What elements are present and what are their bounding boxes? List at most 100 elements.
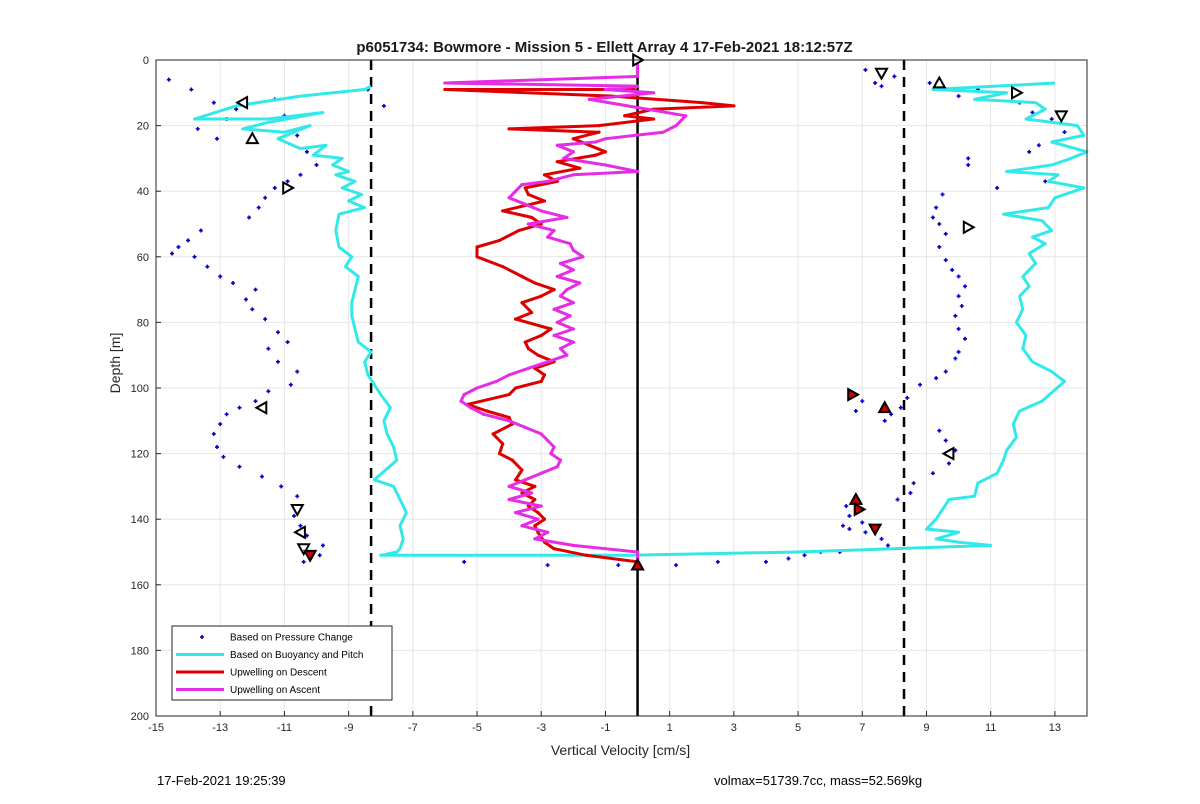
descent-upwelling-point <box>594 153 598 157</box>
pressure-change-point <box>214 445 219 450</box>
pressure-change-point <box>940 192 945 197</box>
legend-box <box>171 625 393 701</box>
pressure-change-point <box>462 559 467 564</box>
pressure-change-point <box>253 399 258 404</box>
descent-upwelling-point <box>533 281 537 285</box>
legend-label: Upwelling on Ascent <box>230 685 320 696</box>
descent-upwelling-point <box>530 310 534 315</box>
x-tick-label: -11 <box>277 722 292 734</box>
triangle-marker <box>302 549 318 563</box>
triangle-marker <box>282 180 296 196</box>
x-tick-label: 11 <box>985 722 996 734</box>
descent-upwelling-point <box>571 137 575 141</box>
ascent-upwelling-point <box>571 327 575 331</box>
pressure-change-point <box>882 418 887 423</box>
triangle-marker <box>630 557 645 571</box>
pressure-change-point <box>295 369 300 374</box>
ascent-upwelling-point <box>552 228 556 233</box>
legend-label: Based on Buoyancy and Pitch <box>230 650 363 661</box>
triangle-markers <box>235 52 1069 571</box>
legend-swatch <box>200 635 204 639</box>
ascent-upwelling-point <box>546 530 550 534</box>
ascent-upwelling-point <box>546 235 550 239</box>
pressure-change-point <box>860 520 865 525</box>
ascent-upwelling-point <box>674 124 678 128</box>
descent-upwelling-point <box>491 432 495 436</box>
pressure-change-point <box>272 185 277 190</box>
pressure-change-point <box>995 185 1000 190</box>
ascent-upwelling-point <box>645 107 649 111</box>
pressure-change-point <box>275 330 280 335</box>
pressure-change-point <box>301 559 306 564</box>
pressure-change-point <box>786 556 791 561</box>
descent-upwelling-point <box>475 255 479 259</box>
pressure-change-point <box>214 136 219 141</box>
y-tick-label: 60 <box>137 252 149 264</box>
y-tick-label: 200 <box>131 711 149 723</box>
ascent-upwelling-point <box>568 242 572 246</box>
descent-upwelling-point <box>520 274 524 279</box>
ascent-upwelling-point <box>523 202 527 206</box>
pressure-change-point <box>963 336 968 341</box>
ascent-upwelling-point <box>565 288 569 292</box>
ascent-upwelling-point <box>684 114 688 118</box>
descent-upwelling-point <box>536 353 540 357</box>
descent-upwelling-point <box>520 468 524 472</box>
ascent-upwelling-point <box>475 386 479 390</box>
ascent-upwelling-point <box>568 314 572 318</box>
pressure-change-point <box>298 172 303 177</box>
ascent-upwelling-point <box>546 438 550 443</box>
descent-upwelling-point <box>533 497 537 502</box>
ascent-upwelling-point <box>587 97 591 101</box>
pressure-change-point <box>298 523 303 528</box>
pressure-change-point <box>381 103 386 108</box>
pressure-change-point <box>956 274 961 279</box>
ascent-upwelling-point <box>443 81 447 85</box>
ascent-upwelling-point <box>555 274 559 279</box>
ascent-upwelling-point <box>520 183 524 187</box>
ascent-upwelling-point <box>533 537 537 541</box>
pressure-change-point <box>192 254 197 259</box>
pressure-change-point <box>218 422 223 427</box>
legend-label: Upwelling on Descent <box>230 668 327 679</box>
ascent-upwelling-point <box>562 156 566 160</box>
legend: Based on Pressure Change Based on Buoyanc… <box>171 625 393 701</box>
ascent-upwelling-point <box>549 452 553 456</box>
ascent-upwelling-point <box>539 471 543 475</box>
ascent-upwelling-point <box>635 550 640 554</box>
y-tick-label: 80 <box>137 317 149 329</box>
triangle-marker <box>932 75 947 89</box>
ascent-upwelling-point <box>494 379 498 384</box>
pressure-change-point <box>288 382 293 387</box>
x-tick-label: 7 <box>859 722 865 734</box>
x-tick-label: -15 <box>148 722 164 734</box>
pressure-change-point <box>221 454 226 459</box>
footer-timestamp: 17-Feb-2021 19:25:39 <box>157 773 286 788</box>
ascent-upwelling-point <box>552 307 556 311</box>
pressure-change-point <box>674 563 679 568</box>
x-tick-label: -5 <box>472 722 482 734</box>
ascent-upwelling-point <box>558 294 563 298</box>
descent-upwelling-point <box>497 452 502 456</box>
pressure-change-point <box>211 100 216 105</box>
triangle-marker <box>254 400 268 415</box>
pressure-change-point <box>956 326 961 331</box>
descent-upwelling-point <box>700 101 704 105</box>
y-tick-label: 20 <box>137 121 149 133</box>
pressure-change-point <box>1043 179 1048 184</box>
pressure-change-point <box>279 484 284 489</box>
pressure-change-point <box>959 304 964 308</box>
ascent-upwelling-point <box>571 543 575 548</box>
pressure-change-point <box>895 497 900 502</box>
pressure-change-point <box>186 238 191 243</box>
ascent-upwelling-point <box>530 491 534 495</box>
pressure-change-point <box>250 307 255 312</box>
y-tick-label: 0 <box>143 55 149 67</box>
ascent-upwelling-point <box>571 248 575 252</box>
triangle-marker <box>847 387 861 402</box>
pressure-change-point <box>198 228 203 233</box>
ascent-upwelling-point <box>526 222 531 226</box>
pressure-change-point <box>243 297 248 302</box>
descent-upwelling-point <box>552 288 556 292</box>
ascent-upwelling-point <box>523 478 527 482</box>
